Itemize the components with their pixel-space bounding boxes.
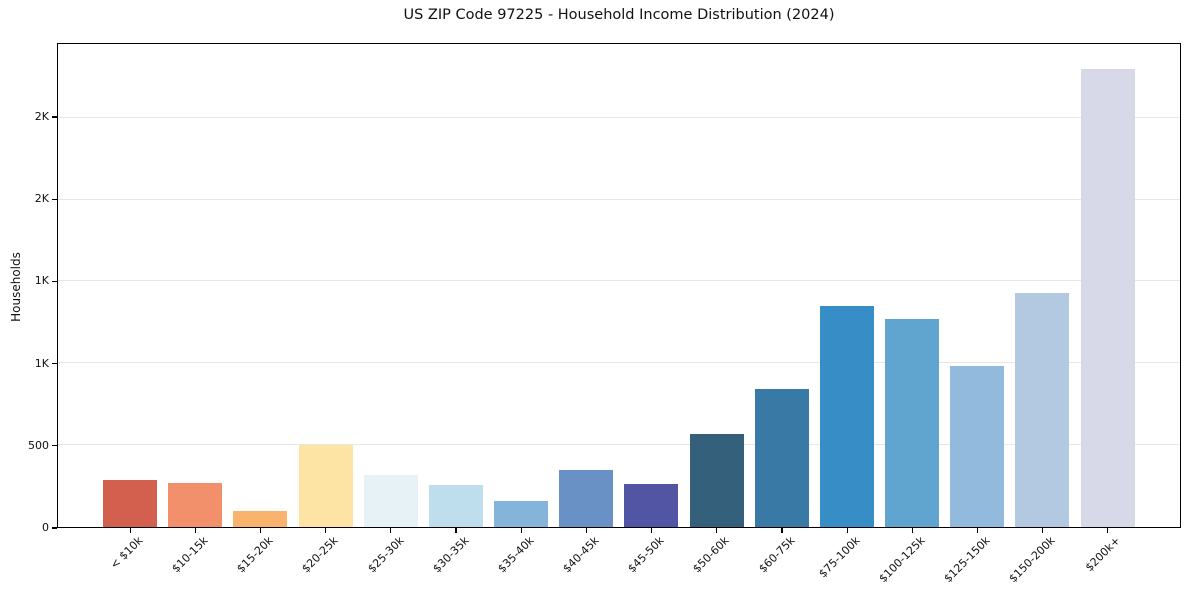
x-tick-mark: [781, 528, 783, 533]
x-tick-mark: [911, 528, 913, 533]
gridline: [58, 116, 1180, 118]
gridline: [58, 280, 1180, 282]
x-tick-label: $100-125k: [876, 534, 928, 586]
bar-$10-15k: [168, 482, 223, 527]
y-tick-label: 0: [42, 521, 49, 534]
bar-$60-75k: [754, 388, 809, 527]
x-tick-label: $35-40k: [495, 534, 537, 576]
x-tick-mark: [129, 528, 131, 533]
x-tick-label: $25-30k: [364, 534, 407, 576]
y-tick-mark: [52, 280, 57, 282]
x-tick-label: $15-20k: [234, 534, 276, 576]
plot-area: [57, 43, 1181, 528]
x-tick-mark: [1042, 528, 1044, 533]
bar-$45-50k: [624, 483, 679, 527]
x-tick-mark: [650, 528, 653, 533]
bar-< $10k: [103, 479, 157, 527]
x-tick-label: $20-25k: [299, 534, 341, 576]
y-tick-mark: [52, 362, 57, 365]
bar-$75-100k: [819, 305, 874, 527]
x-tick-label: $10-15k: [169, 534, 211, 576]
x-tick-mark: [455, 528, 457, 533]
y-tick-label: 500: [28, 438, 49, 452]
bar-$30-35k: [428, 485, 483, 527]
y-tick-label: 2K: [34, 109, 49, 123]
bar-$40-45k: [559, 469, 614, 527]
y-tick-label: 2K: [34, 192, 49, 206]
bar-$35-40k: [494, 500, 549, 527]
x-tick-label: $40-45k: [560, 534, 602, 576]
x-tick-mark: [976, 528, 979, 533]
x-tick-label: $45-50k: [625, 534, 667, 576]
bar-$50-60k: [689, 433, 744, 527]
x-tick-mark: [259, 528, 262, 533]
y-tick-mark: [52, 445, 57, 447]
bar-$200k+: [1080, 68, 1135, 527]
x-tick-label: $60-75k: [755, 534, 798, 576]
x-tick-mark: [846, 528, 848, 533]
chart-title: US ZIP Code 97225 - Household Income Dis…: [403, 7, 835, 23]
x-tick-label: $200k+: [1082, 534, 1124, 575]
y-tick-mark: [52, 116, 57, 118]
x-tick-mark: [390, 528, 392, 533]
bar-$20-25k: [298, 445, 353, 527]
x-tick-label: $125-150k: [941, 534, 993, 586]
x-tick-mark: [520, 528, 522, 533]
gridline: [58, 198, 1180, 200]
bar-$150-200k: [1015, 292, 1070, 527]
x-tick-label: $75-100k: [816, 534, 863, 581]
gridline: [58, 444, 1180, 446]
x-tick-label: $30-35k: [430, 534, 472, 576]
x-tick-mark: [1107, 528, 1109, 533]
y-tick-label: 1K: [34, 356, 49, 370]
x-tick-label: $150-200k: [1006, 534, 1058, 586]
gridline: [58, 362, 1180, 364]
bar-$15-20k: [233, 510, 288, 527]
y-tick-mark: [52, 198, 57, 200]
x-tick-mark: [325, 528, 327, 533]
x-tick-label: < $10k: [107, 534, 146, 572]
bar-$25-30k: [363, 475, 418, 527]
y-tick-label: 1K: [34, 274, 49, 288]
y-tick-mark: [52, 527, 57, 529]
x-tick-mark: [585, 528, 587, 533]
bar-$125-150k: [950, 365, 1005, 527]
bar-$100-125k: [885, 319, 940, 527]
x-tick-mark: [716, 528, 718, 533]
x-tick-label: $50-60k: [690, 534, 732, 576]
x-tick-mark: [194, 528, 196, 533]
